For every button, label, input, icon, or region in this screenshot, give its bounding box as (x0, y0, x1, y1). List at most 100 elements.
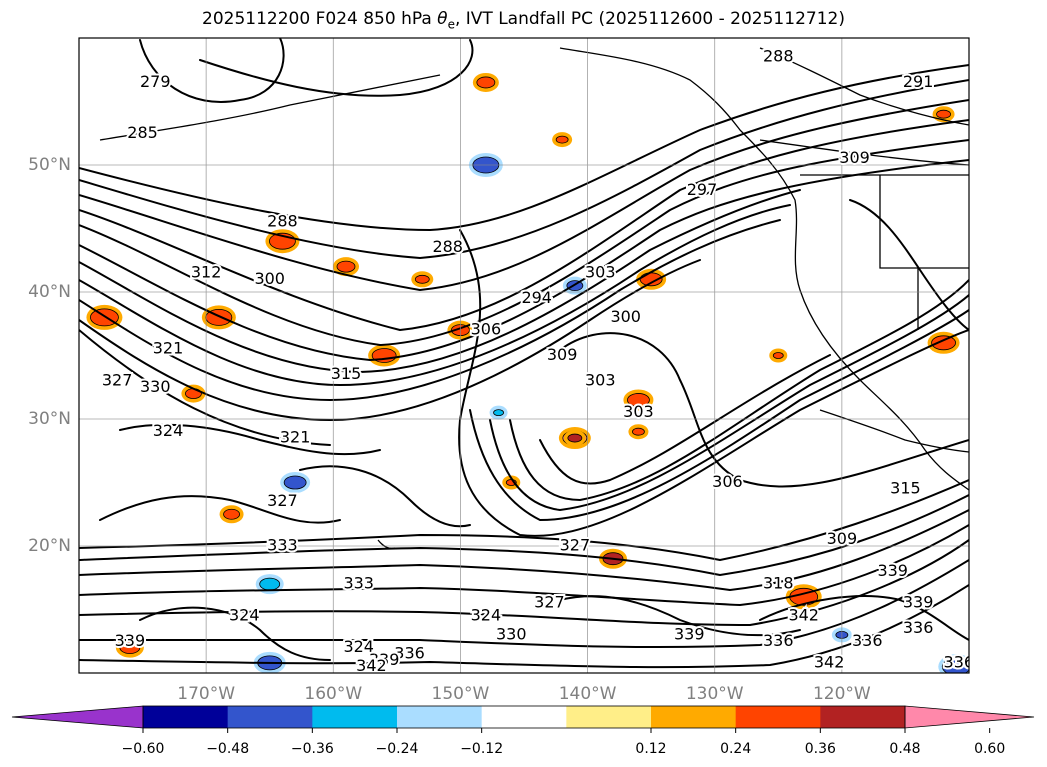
contour-label: 309 (839, 148, 870, 167)
lat-tick-label: 40°N (28, 282, 71, 302)
contour-label: 324 (153, 421, 184, 440)
contour-label: 291 (903, 72, 934, 91)
colorbar-bin (820, 706, 906, 728)
contour-label: 336 (852, 631, 883, 650)
contour-label: 300 (254, 269, 285, 288)
pc-region (476, 76, 496, 89)
pc-region (336, 260, 356, 273)
contour-label: 309 (547, 345, 578, 364)
colorbar-bin (566, 706, 652, 728)
colorbar-tick-label: −0.60 (122, 741, 165, 757)
contour-label: 285 (127, 123, 158, 142)
pc-region (259, 577, 281, 591)
coastline-borders (99, 47, 969, 550)
contour-label: 321 (153, 339, 184, 358)
contour-label: 327 (267, 491, 298, 510)
colorbar-tick-label: 0.60 (974, 741, 1005, 757)
colorbar-bin (143, 706, 229, 728)
contour-label: 342 (814, 652, 845, 671)
colorbar-bin (397, 706, 483, 728)
contour-labels: 279 285 288 288 288 291 294 297 300 300 303 303 303 3… (100, 45, 975, 675)
contour-label: 327 (560, 536, 591, 555)
contour-label: 339 (369, 650, 400, 669)
pc-region (567, 433, 583, 443)
contour-label: 300 (610, 307, 641, 326)
pc-region (627, 393, 650, 407)
contour-label: 324 (471, 605, 502, 624)
colorbar-bin (735, 706, 821, 728)
colorbar-tick-label: −0.36 (291, 741, 334, 757)
contour-label: 339 (674, 624, 705, 643)
longitude-axis: 170°W 160°W 150°W 140°W 130°W 120°W (177, 684, 871, 704)
lon-tick-label: 160°W (304, 684, 362, 704)
contour-label: 327 (102, 370, 133, 389)
colorbar-tick-label: 0.48 (889, 741, 920, 757)
contour-label: 294 (521, 288, 552, 307)
theta-e-contours (79, 38, 969, 669)
pc-region (283, 475, 307, 490)
map-area: 279 285 288 288 288 291 294 297 300 300 303 303 303 3… (79, 38, 975, 675)
contour-label: 336 (394, 643, 425, 662)
colorbar-tick-label: 0.12 (635, 741, 666, 757)
chart-title: 2025112200 F024 850 hPa θe, IVT Landfall… (0, 9, 1047, 31)
contour-label: 324 (229, 605, 260, 624)
title-subscript: e (447, 17, 455, 32)
contour-label: 312 (191, 262, 222, 281)
contour-label: 336 (763, 631, 794, 650)
colorbar-bin (227, 706, 313, 728)
colorbar-tick-label: −0.24 (376, 741, 419, 757)
contour-label: 339 (903, 593, 934, 612)
pc-region (936, 109, 951, 119)
pc-region (555, 135, 569, 144)
contour-label: 309 (827, 529, 858, 548)
lon-tick-label: 120°W (813, 684, 871, 704)
lon-tick-label: 130°W (686, 684, 744, 704)
pc-region (223, 508, 240, 520)
pc-region (632, 427, 645, 436)
contour-label: 339 (877, 561, 908, 580)
latitude-axis: 50°N 40°N 30°N 20°N (28, 155, 71, 556)
contour-label: 315 (331, 364, 362, 383)
pc-region (931, 335, 956, 351)
contour-label: 330 (140, 377, 171, 396)
contour-label: 339 (115, 631, 146, 650)
lat-tick-label: 30°N (28, 409, 71, 429)
contour-label: 342 (788, 605, 819, 624)
lat-tick-label: 50°N (28, 155, 71, 175)
contour-label: 303 (585, 370, 616, 389)
contour-label: 336 (944, 652, 975, 671)
pc-region (493, 409, 504, 417)
contour-label: 321 (280, 428, 311, 447)
contour-label: 330 (496, 624, 527, 643)
colorbar-extend-high (904, 705, 1035, 729)
title-text: 2025112200 F024 850 hPa (202, 9, 438, 29)
contour-label: 336 (903, 618, 934, 637)
map-frame (78, 37, 970, 674)
pc-region (941, 657, 969, 673)
colorbar: −0.60 −0.48 −0.36 −0.24 −0.12 0.12 0.24 0.36 0.4… (11, 705, 1035, 757)
colorbar-tick-label: 0.24 (720, 741, 751, 757)
contour-label: 306 (471, 320, 502, 339)
colorbar-tick-label: 0.36 (805, 741, 836, 757)
contour-label: 288 (267, 212, 298, 231)
title-theta-symbol: θ (437, 9, 448, 29)
colorbar-bin (651, 706, 737, 728)
contour-label: 342 (356, 656, 387, 675)
lon-tick-label: 140°W (559, 684, 617, 704)
colorbar-tick-label: −0.48 (206, 741, 249, 757)
contour-label: 333 (343, 574, 374, 593)
contour-label: 303 (585, 262, 616, 281)
contour-label: 327 (534, 593, 565, 612)
contour-label: 279 (140, 72, 171, 91)
contour-label: 315 (890, 478, 921, 497)
colorbar-tick-label: −0.12 (460, 741, 503, 757)
colorbar-frame (142, 705, 906, 729)
pc-region (119, 641, 141, 654)
contour-label: 324 (343, 637, 374, 656)
contour-label: 288 (763, 47, 794, 66)
contour-label: 288 (432, 237, 463, 256)
title-text-rest: , IVT Landfall PC (2025112600 - 20251127… (454, 9, 845, 29)
lon-tick-label: 170°W (177, 684, 235, 704)
pc-region (414, 274, 430, 284)
